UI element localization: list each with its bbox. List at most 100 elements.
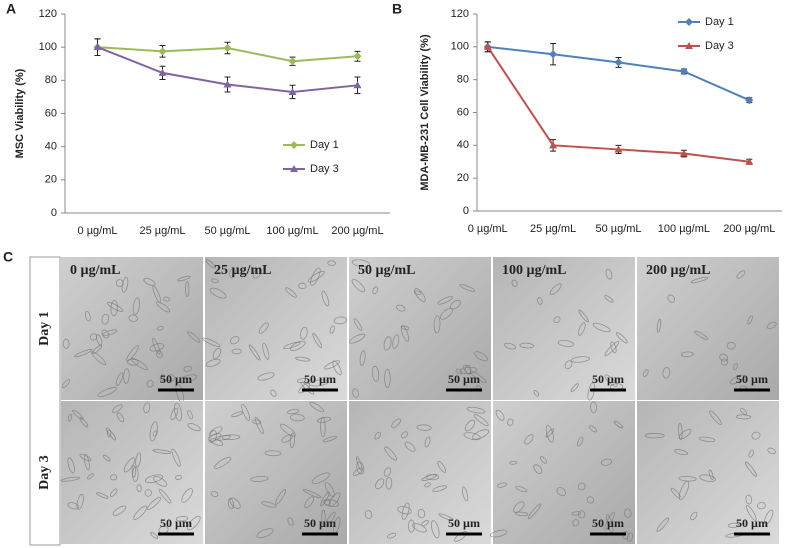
- cell: [586, 496, 595, 504]
- marker: [549, 50, 558, 59]
- y-tick-label: 120: [451, 8, 469, 20]
- cell: [324, 482, 335, 498]
- cell: [295, 356, 311, 362]
- marker: [288, 87, 297, 95]
- cell: [383, 336, 392, 351]
- cell: [152, 449, 172, 454]
- cell: [416, 424, 432, 431]
- cell: [489, 529, 508, 538]
- cell: [674, 449, 688, 456]
- cell: [304, 496, 315, 509]
- cell: [248, 344, 261, 361]
- y-tick-label: 0: [463, 205, 469, 217]
- cell: [136, 484, 142, 493]
- cell: [102, 329, 118, 336]
- cell: [464, 419, 476, 432]
- row-label: Day 1: [37, 311, 52, 346]
- cell: [690, 276, 709, 284]
- cell: [171, 448, 181, 467]
- cell: [727, 522, 740, 528]
- cell: [397, 506, 412, 515]
- legend-marker: [290, 141, 298, 149]
- y-tick-label: 20: [457, 172, 469, 184]
- cell: [121, 276, 129, 293]
- cell: [322, 435, 338, 443]
- cell: [309, 401, 325, 413]
- micrograph: [348, 257, 491, 400]
- y-tick-label: 60: [45, 107, 57, 119]
- cell: [143, 402, 151, 414]
- cell: [424, 482, 431, 488]
- cell: [156, 350, 163, 359]
- cell: [433, 315, 441, 334]
- cell: [221, 434, 241, 441]
- cell: [694, 330, 709, 340]
- cell: [79, 417, 89, 428]
- cell: [437, 460, 447, 473]
- cell: [74, 349, 93, 358]
- cell: [210, 491, 219, 497]
- cell: [144, 489, 152, 497]
- micrograph-bg: [637, 257, 779, 400]
- cell: [656, 517, 670, 532]
- cell: [577, 482, 586, 491]
- cell: [143, 277, 156, 286]
- row-label-box: [29, 256, 61, 546]
- legend-label: Day 3: [705, 40, 734, 52]
- y-tick-label: 60: [457, 106, 469, 118]
- y-tick-label: 40: [45, 141, 57, 153]
- cell: [283, 341, 301, 350]
- cell: [449, 299, 461, 310]
- x-tick-label: 100 µg/mL: [266, 225, 318, 237]
- cell: [206, 358, 221, 367]
- cell: [290, 413, 305, 422]
- marker: [745, 157, 754, 165]
- cell: [261, 501, 277, 508]
- cell: [726, 341, 736, 350]
- cell: [391, 418, 402, 429]
- cell: [205, 259, 216, 269]
- x-tick-label: 0 µg/mL: [468, 223, 508, 235]
- cell: [533, 390, 540, 397]
- cell: [511, 279, 518, 287]
- micrograph: [202, 257, 348, 400]
- cell: [106, 302, 124, 312]
- cell: [112, 404, 123, 413]
- cell: [287, 517, 294, 526]
- cell: [96, 492, 109, 499]
- cell: [328, 492, 341, 507]
- y-tick-label: 100: [451, 41, 469, 53]
- cell: [540, 456, 548, 464]
- cell: [178, 374, 197, 384]
- cell: [404, 441, 416, 452]
- cell: [156, 326, 164, 331]
- cell: [231, 348, 242, 355]
- cell: [146, 497, 162, 511]
- series-line: [487, 45, 750, 102]
- cell: [549, 283, 562, 295]
- micrograph: [637, 401, 779, 544]
- legend-marker: [685, 42, 693, 49]
- cell: [128, 314, 138, 322]
- cell: [310, 267, 321, 286]
- cell: [745, 494, 753, 505]
- cell: [92, 344, 103, 354]
- cell: [384, 446, 398, 461]
- cell: [605, 268, 613, 280]
- legend-label: Day 1: [705, 16, 734, 28]
- cell: [513, 501, 525, 513]
- cell: [613, 420, 624, 429]
- cell: [126, 358, 139, 366]
- cell: [105, 427, 117, 441]
- cell: [166, 374, 176, 382]
- cell: [187, 409, 194, 420]
- cell: [110, 300, 119, 317]
- cell: [604, 340, 620, 357]
- cell: [400, 325, 410, 342]
- scale-bar-label: 50 µm: [592, 372, 624, 386]
- cell: [590, 401, 597, 413]
- cell: [290, 340, 306, 352]
- cell: [698, 436, 716, 443]
- marker: [93, 43, 102, 51]
- cell: [400, 431, 409, 439]
